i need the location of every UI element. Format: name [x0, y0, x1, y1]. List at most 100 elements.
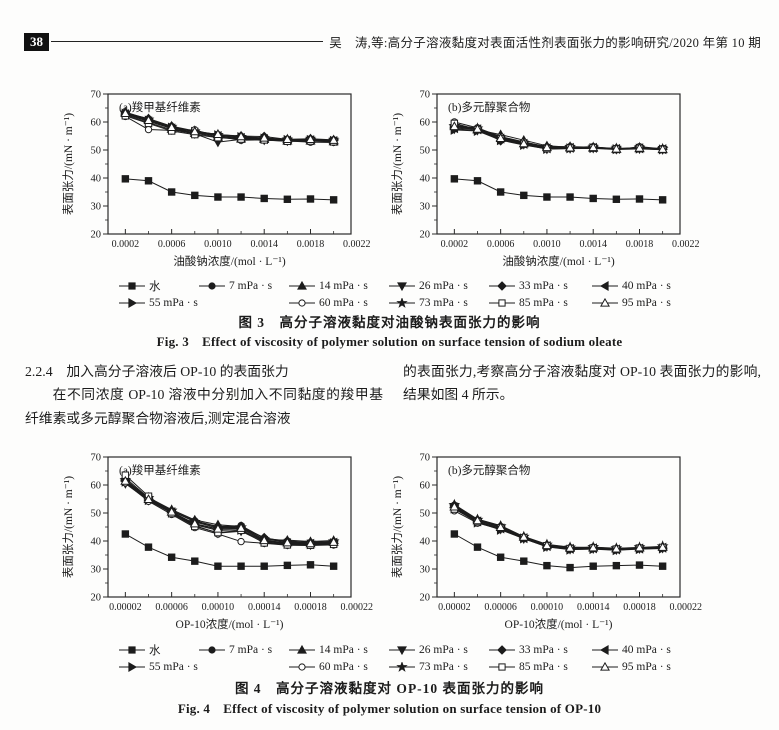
svg-text:表面张力/(mN · m⁻¹): 表面张力/(mN · m⁻¹)	[61, 113, 75, 215]
legend-item: 95 mPa · s	[591, 297, 691, 309]
triangle-right-filled-marker-icon	[119, 661, 145, 672]
legend-label: 60 mPa · s	[319, 296, 368, 309]
star-filled-marker-icon	[389, 297, 415, 308]
figure4-legend: 水 7 mPa · s 14 mPa · s 26 mPa · s 33 mPa · s…	[118, 641, 728, 675]
svg-text:0.0006: 0.0006	[487, 239, 515, 250]
legend-label: 33 mPa · s	[519, 643, 568, 656]
legend-item: 95 mPa · s	[591, 661, 691, 673]
legend-label: 14 mPa · s	[319, 279, 368, 292]
svg-text:0.0014: 0.0014	[250, 239, 278, 250]
svg-text:0.0022: 0.0022	[343, 239, 371, 250]
legend-item: 33 mPa · s	[488, 280, 591, 292]
svg-text:0.00022: 0.00022	[670, 602, 703, 613]
legend-label: 40 mPa · s	[622, 643, 671, 656]
legend-label: 73 mPa · s	[419, 660, 468, 673]
svg-text:0.00006: 0.00006	[155, 602, 188, 613]
right-paragraph: 的表面张力,考察高分子溶液黏度对 OP-10 表面张力的影响,结果如图 4 所示…	[403, 364, 761, 403]
svg-text:0.00014: 0.00014	[577, 602, 610, 613]
legend-item: 85 mPa · s	[488, 297, 591, 309]
svg-text:70: 70	[420, 453, 431, 464]
legend-row: 55 mPa · s 60 mPa · s 73 mPa · s 85 mPa · s…	[118, 294, 728, 311]
svg-text:20: 20	[420, 593, 431, 604]
legend-label: 60 mPa · s	[319, 660, 368, 673]
svg-text:0.00006: 0.00006	[484, 602, 517, 613]
svg-text:0.0018: 0.0018	[626, 239, 654, 250]
legend-item: 55 mPa · s	[118, 661, 288, 673]
svg-text:(b)多元醇聚合物: (b)多元醇聚合物	[448, 463, 530, 477]
line-chart: 0.00002 0.00006 0.00010 0.00014 0.00018 0.000…	[390, 453, 703, 632]
figure4-panel-b: 0.00002 0.00006 0.00010 0.00014 0.00018 0.000…	[388, 447, 718, 637]
legend-item: 40 mPa · s	[591, 644, 691, 656]
legend-label: 95 mPa · s	[622, 660, 671, 673]
svg-text:0.00002: 0.00002	[109, 602, 142, 613]
svg-text:0.0018: 0.0018	[297, 239, 325, 250]
svg-text:0.00018: 0.00018	[294, 602, 327, 613]
header-rule	[51, 41, 324, 42]
triangle-right-filled-marker-icon	[119, 297, 145, 308]
figure3-legend: 水 7 mPa · s 14 mPa · s 26 mPa · s 33 mPa · s…	[118, 277, 728, 311]
legend-label: 水	[149, 280, 161, 293]
square-open-marker-icon	[489, 298, 515, 307]
svg-text:OP-10浓度/(mol · L⁻¹): OP-10浓度/(mol · L⁻¹)	[505, 617, 613, 631]
svg-text:50: 50	[91, 146, 102, 157]
circle-open-marker-icon	[289, 662, 315, 671]
svg-text:60: 60	[420, 118, 431, 129]
svg-text:OP-10浓度/(mol · L⁻¹): OP-10浓度/(mol · L⁻¹)	[176, 617, 284, 631]
svg-text:30: 30	[91, 202, 102, 213]
legend-item: 60 mPa · s	[288, 661, 388, 673]
legend-row: 水 7 mPa · s 14 mPa · s 26 mPa · s 33 mPa · s…	[118, 641, 728, 658]
diamond-filled-marker-icon	[489, 644, 515, 655]
figure4-caption-zh: 图 4 高分子溶液黏度对 OP-10 表面张力的影响	[234, 681, 545, 696]
legend-item: 85 mPa · s	[488, 661, 591, 673]
circle-open-marker-icon	[289, 298, 315, 307]
svg-text:50: 50	[420, 146, 431, 157]
legend-label: 95 mPa · s	[622, 296, 671, 309]
svg-text:表面张力/(mN · m⁻¹): 表面张力/(mN · m⁻¹)	[61, 476, 75, 578]
svg-text:70: 70	[91, 90, 102, 101]
header-title: 吴 涛,等:高分子溶液黏度对表面活性剂表面张力的影响研究/2020 年第 10 …	[329, 36, 761, 50]
star-filled-marker-icon	[389, 661, 415, 672]
legend-item: 73 mPa · s	[388, 661, 488, 673]
triangle-left-filled-marker-icon	[592, 644, 618, 655]
figure3-caption-en: Fig. 3 Effect of viscosity of polymer so…	[156, 334, 623, 349]
diamond-filled-marker-icon	[489, 280, 515, 291]
line-chart: 0.0002 0.0006 0.0010 0.0014 0.0018 0.0022 20 30…	[390, 90, 700, 269]
svg-text:0.0022: 0.0022	[672, 239, 700, 250]
legend-label: 85 mPa · s	[519, 660, 568, 673]
body-text: 2.2.4 加入高分子溶液后 OP-10 的表面张力 在不同浓度 OP-10 溶…	[25, 360, 761, 430]
figure3-panel-b: 0.0002 0.0006 0.0010 0.0014 0.0018 0.0022 20 30…	[388, 84, 718, 274]
svg-text:30: 30	[91, 565, 102, 576]
legend-item: 14 mPa · s	[288, 280, 388, 292]
circle-filled-marker-icon	[199, 645, 225, 654]
square-open-marker-icon	[489, 662, 515, 671]
svg-text:30: 30	[420, 565, 431, 576]
legend-label: 55 mPa · s	[149, 660, 198, 673]
legend-item: 水	[118, 642, 198, 658]
svg-text:70: 70	[91, 453, 102, 464]
legend-label: 85 mPa · s	[519, 296, 568, 309]
legend-label: 水	[149, 644, 161, 657]
svg-text:70: 70	[420, 90, 431, 101]
svg-text:0.00014: 0.00014	[248, 602, 281, 613]
legend-item: 33 mPa · s	[488, 644, 591, 656]
legend-item: 7 mPa · s	[198, 280, 288, 292]
triangle-up-open-marker-icon	[592, 661, 618, 671]
svg-text:0.0002: 0.0002	[112, 239, 140, 250]
line-chart: 0.0002 0.0006 0.0010 0.0014 0.0018 0.0022 20 30…	[61, 90, 371, 269]
square-filled-marker-icon	[119, 281, 145, 290]
legend-item: 26 mPa · s	[388, 644, 488, 656]
triangle-down-filled-marker-icon	[389, 645, 415, 655]
legend-item: 40 mPa · s	[591, 280, 691, 292]
page-number: 38	[24, 32, 49, 51]
svg-text:50: 50	[420, 509, 431, 520]
svg-text:60: 60	[420, 481, 431, 492]
figure3-panel-a: 0.0002 0.0006 0.0010 0.0014 0.0018 0.0022 20 30…	[59, 84, 389, 274]
legend-item: 14 mPa · s	[288, 644, 388, 656]
svg-text:油酸钠浓度/(mol · L⁻¹): 油酸钠浓度/(mol · L⁻¹)	[173, 254, 286, 268]
legend-label: 33 mPa · s	[519, 279, 568, 292]
svg-text:0.0010: 0.0010	[204, 239, 232, 250]
legend-label: 73 mPa · s	[419, 296, 468, 309]
section-heading: 2.2.4 加入高分子溶液后 OP-10 的表面张力	[25, 364, 289, 379]
legend-label: 7 mPa · s	[229, 279, 273, 292]
